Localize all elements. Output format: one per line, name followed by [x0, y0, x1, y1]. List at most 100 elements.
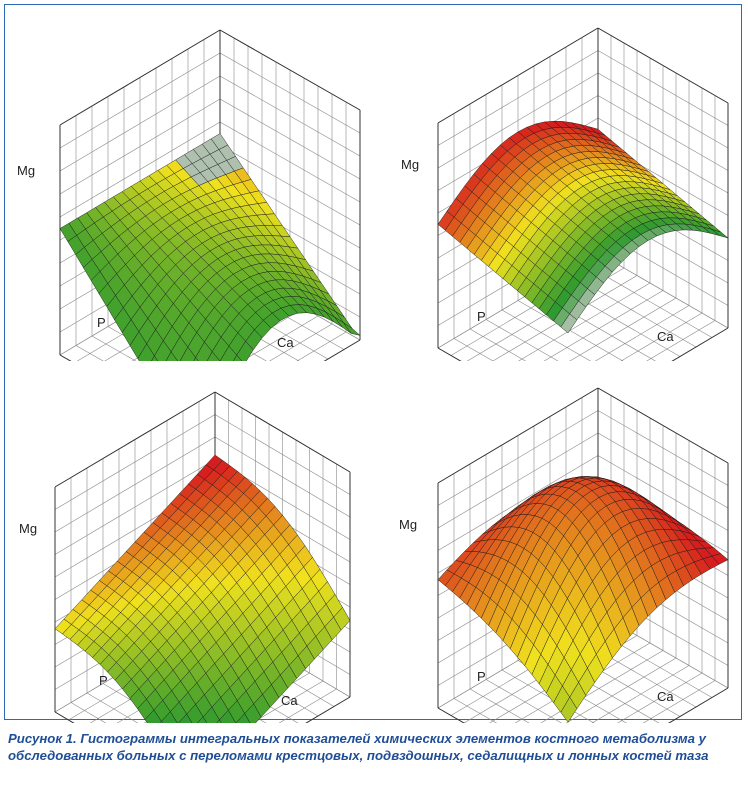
y-axis-label: P — [97, 315, 106, 330]
grid-line — [594, 305, 690, 361]
grid-line — [668, 687, 729, 723]
grid-line — [565, 657, 677, 723]
grid-line — [59, 98, 221, 195]
x-axis-label: Ca — [657, 689, 674, 704]
grid-line — [469, 688, 530, 723]
surface-cell — [193, 356, 199, 361]
grid-line — [241, 315, 319, 361]
x-axis-label: Ca — [657, 329, 674, 344]
grid-line — [59, 52, 221, 149]
grid-line — [437, 72, 599, 169]
grid-line — [501, 309, 592, 361]
grid-line — [597, 432, 729, 509]
x-axis-label: Ca — [281, 693, 298, 708]
surface-mesh — [54, 454, 351, 723]
grid-line — [269, 323, 333, 361]
grid-line — [219, 75, 361, 157]
surface-cell — [233, 354, 243, 361]
grid-line — [437, 50, 599, 146]
grid-line — [54, 459, 216, 555]
axis-edge — [219, 29, 361, 111]
grid-line — [453, 338, 494, 361]
grid-line — [86, 692, 139, 723]
grid-line — [54, 436, 216, 533]
figure-frame: Mg P Ca Mg P Ca Mg P Ca Mg P Ca — [4, 4, 742, 723]
grid-line — [453, 698, 498, 723]
surface-cell — [170, 701, 187, 723]
axis-edge — [305, 696, 351, 723]
z-axis-label: Mg — [19, 521, 38, 536]
surface-cell — [211, 336, 230, 361]
grid-line — [75, 345, 104, 361]
grid-line — [91, 335, 137, 361]
z-axis-label: Mg — [401, 157, 420, 172]
surface-plot-1: Mg P Ca — [5, 5, 373, 361]
grid-line — [278, 688, 337, 723]
y-axis-label: P — [99, 673, 108, 688]
surface-cell — [195, 341, 213, 361]
grid-line — [642, 680, 716, 723]
axis-edge — [437, 707, 466, 723]
grid-line — [219, 121, 361, 203]
surface-plot-2: Mg P Ca — [373, 5, 741, 361]
surface-cell — [137, 343, 155, 361]
y-axis-label: P — [477, 669, 486, 684]
surface-mesh — [59, 133, 361, 361]
axis-edge — [59, 29, 221, 126]
grid-line — [59, 121, 221, 218]
axis-edge — [214, 391, 351, 473]
surface-cell — [178, 713, 193, 723]
surface-plot-canvas — [437, 387, 729, 723]
surface-cell — [197, 716, 207, 723]
surface-cell — [560, 696, 578, 723]
grid-line — [70, 702, 107, 723]
surface-cell — [161, 711, 178, 723]
z-axis-label: Mg — [17, 163, 36, 178]
grid-line — [620, 312, 703, 361]
surface-plot-canvas — [437, 27, 729, 361]
y-axis-label: P — [477, 309, 486, 324]
grid-line — [54, 414, 216, 510]
surface-cell — [235, 713, 251, 723]
grid-line — [597, 117, 729, 194]
z-axis-label: Mg — [399, 517, 418, 532]
surface-cell — [216, 719, 222, 723]
surface-cell — [202, 706, 220, 723]
surface-cell — [186, 704, 204, 723]
surface-mesh — [437, 120, 729, 334]
surface-cell — [244, 703, 262, 723]
surface-cell — [154, 340, 172, 361]
grid-line — [591, 665, 690, 723]
surface-cell — [179, 346, 196, 361]
surface-cell — [165, 351, 178, 361]
surface-plot-canvas — [54, 391, 351, 723]
surface-cell — [170, 336, 189, 361]
grid-line — [219, 52, 361, 134]
axis-edge — [597, 387, 729, 464]
grid-line — [469, 328, 527, 361]
grid-line — [219, 98, 361, 180]
grid-line — [251, 680, 324, 723]
surface-cell — [144, 709, 162, 723]
grid-line — [219, 144, 361, 226]
axis-edge — [437, 387, 599, 484]
grid-line — [597, 455, 729, 531]
figure-caption: Рисунок 1. Гистограммы интегральных пока… — [8, 731, 709, 763]
grid-line — [437, 455, 599, 551]
surface-cell — [560, 313, 578, 334]
grid-line — [214, 414, 351, 495]
surface-cell — [206, 351, 221, 361]
axis-edge — [597, 27, 729, 104]
grid-line — [597, 50, 729, 126]
grid-line — [646, 320, 716, 361]
surface-cell — [219, 345, 237, 361]
axis-edge — [668, 687, 729, 723]
axis-edge — [323, 339, 361, 361]
grid-line — [102, 683, 171, 723]
grid-line — [597, 72, 729, 149]
surface-plot-4: Mg P Ca — [373, 367, 741, 723]
surface-cell — [151, 355, 159, 361]
grid-line — [597, 95, 729, 171]
surface-mesh — [437, 476, 729, 723]
axis-edge — [437, 347, 462, 361]
